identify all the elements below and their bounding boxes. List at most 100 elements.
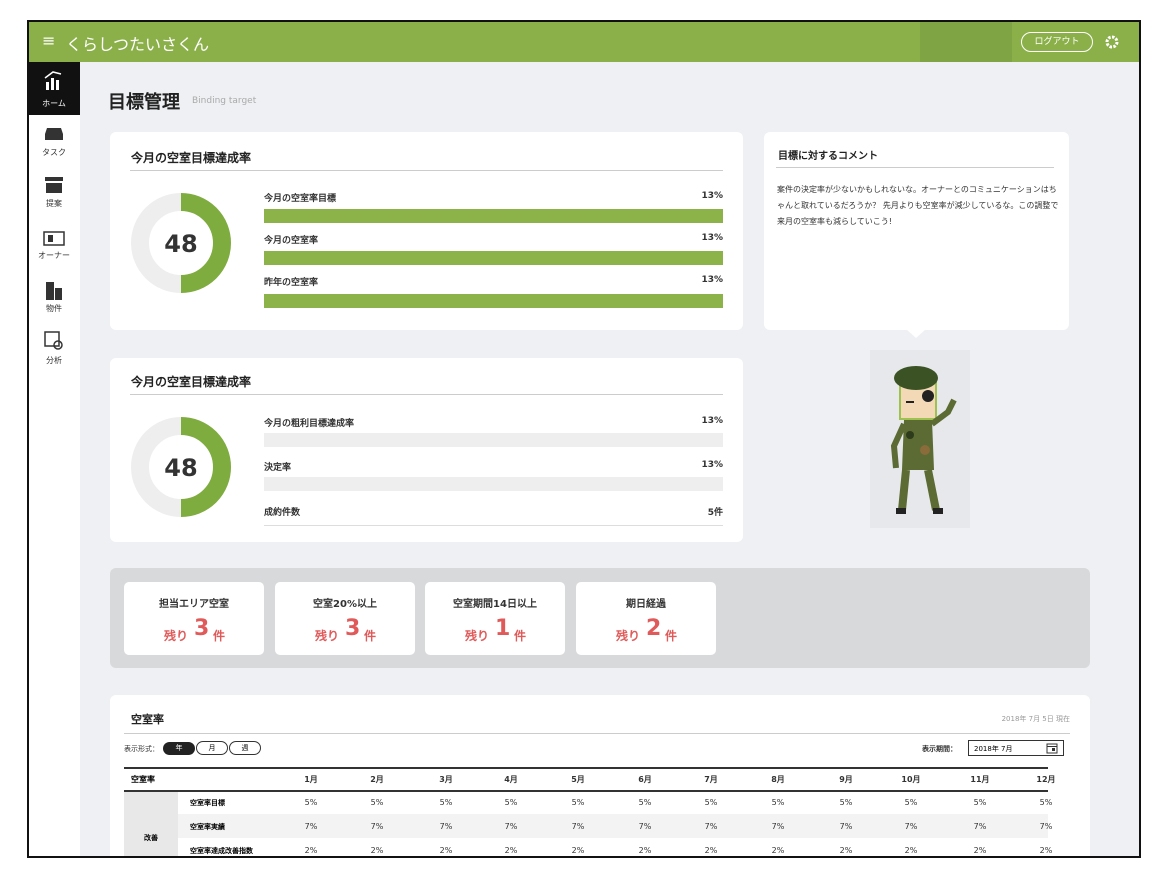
speech-tail — [906, 329, 926, 338]
table-cell: 2% — [304, 846, 318, 855]
column-header: 11月 — [970, 775, 990, 784]
stat-label: 空室期間14日以上 — [453, 599, 537, 610]
table-cell: 5% — [370, 798, 384, 807]
as-of-date: 2018年 7月 5日 現在 — [1001, 715, 1070, 723]
divider — [124, 733, 1070, 734]
sidebar-active — [29, 62, 80, 115]
table-cell: 5% — [504, 798, 518, 807]
row-value: 13% — [701, 460, 723, 470]
table-cell: 2% — [370, 846, 384, 855]
stat-prefix: 残り — [164, 629, 189, 643]
table-rule — [124, 790, 1048, 792]
menu-icon[interactable]: ≡ — [42, 31, 56, 50]
table-cell: 7% — [370, 822, 384, 831]
row-stripe — [124, 814, 1048, 838]
row-value: 13% — [701, 191, 723, 201]
donut — [131, 193, 231, 293]
group-cell — [124, 792, 178, 856]
table-cell: 7% — [904, 822, 918, 831]
progress-bar — [264, 294, 723, 308]
row-label: 今月の空室率目標 — [264, 194, 337, 204]
table-cell: 7% — [1039, 822, 1053, 831]
table-cell: 2% — [904, 846, 918, 855]
stat-label: 担当エリア空室 — [159, 599, 229, 610]
stat-card[interactable] — [124, 582, 264, 655]
page-title: 目標管理 — [108, 92, 180, 113]
table-cell: 7% — [973, 822, 987, 831]
progress-bar — [264, 251, 723, 265]
row-value: 13% — [701, 416, 723, 426]
app-frame: ≡ くらしつたいさくん ログアウト ホーム タスク 提案 オーナー 物件 分析 … — [27, 20, 1141, 858]
sidebar — [29, 62, 80, 856]
stat-card[interactable] — [425, 582, 565, 655]
donut-value: 48 — [164, 230, 198, 258]
logout-button[interactable]: ログアウト — [1021, 32, 1093, 52]
table-cell: 5% — [304, 798, 318, 807]
sidebar-item[interactable]: 物件 — [46, 304, 62, 313]
stat-count: 3 — [345, 616, 361, 641]
header-user — [920, 22, 1012, 62]
sidebar-item[interactable]: タスク — [42, 148, 66, 157]
stat-card[interactable] — [275, 582, 415, 655]
row-label: 空室率達成改善指数 — [190, 847, 253, 855]
table-cell: 2% — [571, 846, 585, 855]
table-cell: 7% — [638, 822, 652, 831]
comment-text: 案件の決定率が少ないかもしれないな。オーナーとのコミュニケーションはちゃんと取れ… — [777, 185, 1059, 226]
column-header: 3月 — [439, 775, 453, 784]
sidebar-icons — [43, 71, 65, 350]
table-cell: 5% — [638, 798, 652, 807]
column-header: 5月 — [571, 775, 585, 784]
table-cell: 5% — [571, 798, 585, 807]
sidebar-item[interactable]: ホーム — [42, 99, 66, 108]
format-tab[interactable]: 週 — [229, 741, 261, 755]
stat-prefix: 残り — [616, 629, 641, 643]
sidebar-item[interactable]: オーナー — [38, 251, 70, 260]
card-title: 今月の空室目標達成率 — [131, 375, 252, 389]
period-select[interactable]: 2018年 7月 — [968, 740, 1064, 756]
settings-icon[interactable] — [1104, 34, 1120, 50]
stat-count: 3 — [194, 616, 210, 641]
table-cell: 7% — [504, 822, 518, 831]
stat-label: 期日経過 — [626, 599, 666, 610]
stat-prefix: 残り — [315, 629, 340, 643]
table-cell: 5% — [904, 798, 918, 807]
stat-card[interactable] — [576, 582, 716, 655]
stat-unit: 件 — [213, 629, 226, 643]
column-header: 9月 — [839, 775, 853, 784]
table-cell: 7% — [304, 822, 318, 831]
stat-prefix: 残り — [465, 629, 490, 643]
table-cell: 2% — [638, 846, 652, 855]
sidebar-item[interactable]: 提案 — [46, 199, 62, 208]
table-cell: 5% — [771, 798, 785, 807]
table-cell: 2% — [504, 846, 518, 855]
divider — [776, 167, 1054, 168]
table-cell: 2% — [839, 846, 853, 855]
format-tab[interactable]: 年 — [163, 742, 195, 755]
table-cell: 5% — [439, 798, 453, 807]
column-header: 6月 — [638, 775, 652, 784]
table-cell: 2% — [973, 846, 987, 855]
table-cell: 2% — [771, 846, 785, 855]
divider — [130, 394, 723, 395]
column-header: 10月 — [901, 775, 921, 784]
row-label: 決定率 — [264, 463, 292, 473]
format-tab[interactable]: 月 — [196, 741, 228, 755]
row-label: 昨年の空室率 — [264, 278, 319, 288]
donut — [131, 417, 231, 517]
divider — [130, 170, 723, 171]
row-label: 空室率実績 — [190, 823, 225, 831]
logo[interactable]: くらしつたいさくん — [66, 35, 210, 54]
progress-bar — [264, 433, 723, 447]
row-label: 成約件数 — [264, 508, 301, 518]
page-subtitle: Binding target — [192, 96, 257, 106]
calendar-icon[interactable] — [1046, 743, 1058, 754]
table-cell: 7% — [771, 822, 785, 831]
column-header: 8月 — [771, 775, 785, 784]
table-cell: 5% — [704, 798, 718, 807]
sidebar-item[interactable]: 分析 — [46, 356, 62, 365]
app: ≡ くらしつたいさくん ログアウト ホーム タスク 提案 オーナー 物件 分析 … — [29, 22, 1139, 856]
stat-count: 1 — [495, 616, 511, 641]
table-cell: 7% — [571, 822, 585, 831]
row-value: 13% — [701, 275, 723, 285]
group-label: 改善 — [144, 834, 158, 842]
